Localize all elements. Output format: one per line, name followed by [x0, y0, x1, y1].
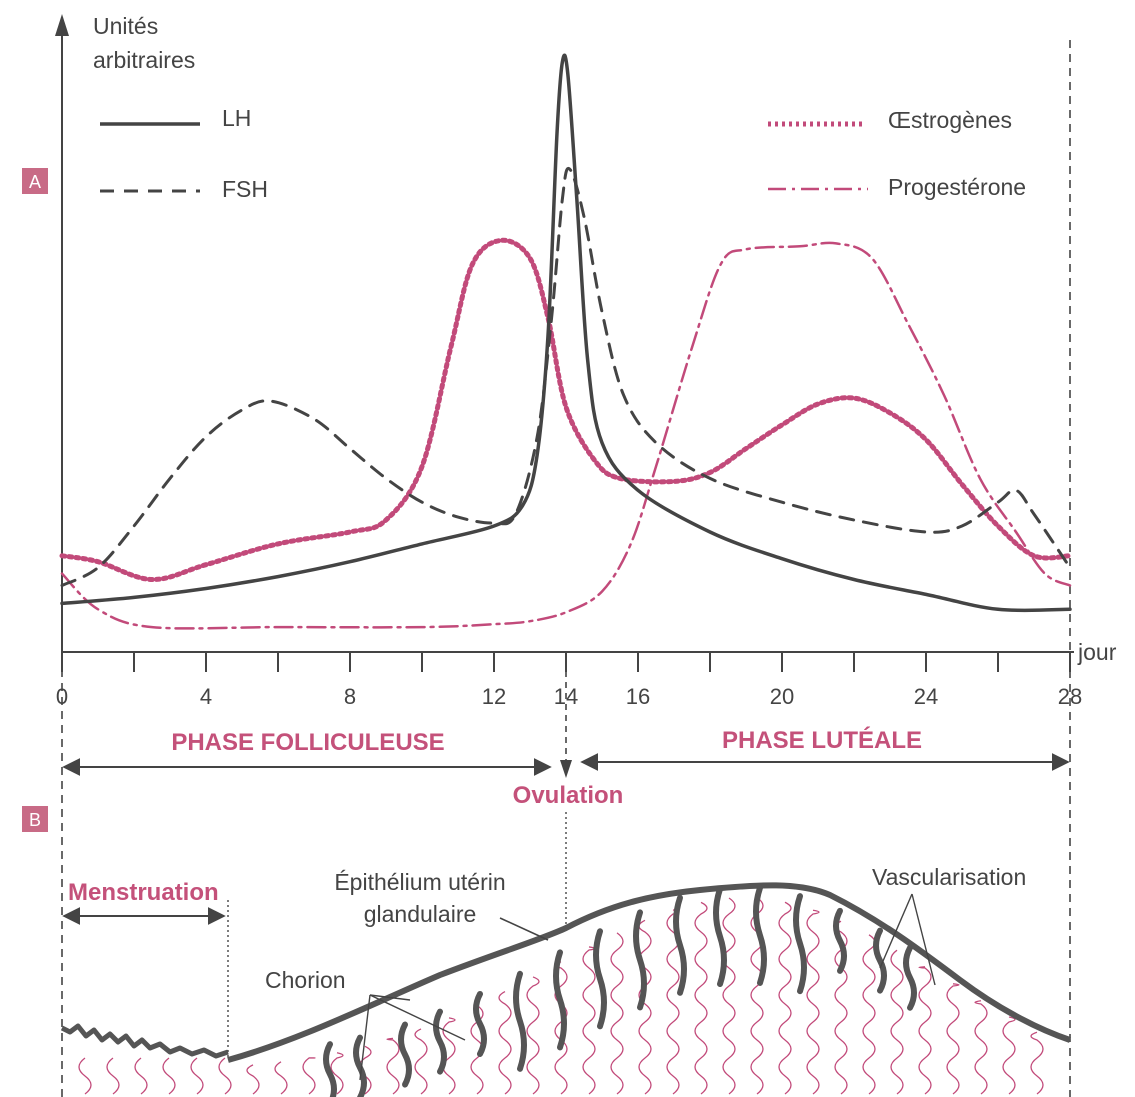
legend-progesterone-label: Progestérone — [888, 174, 1026, 200]
vessel — [498, 991, 512, 1095]
vessel — [582, 946, 596, 1095]
chorion-pointer-3 — [359, 994, 371, 1081]
vessel — [694, 901, 708, 1095]
ovulation-arrow — [560, 760, 572, 778]
chorion-pointer-1 — [369, 994, 411, 1001]
gland — [433, 1008, 447, 1075]
vessel — [190, 1057, 204, 1095]
vessel — [106, 1057, 120, 1095]
menstruation-label: Menstruation — [68, 879, 219, 906]
x-tick-label: 12 — [482, 684, 506, 709]
vessel — [1030, 1031, 1044, 1095]
phase-follicular-label: PHASE FOLLICULEUSE — [171, 729, 444, 756]
epithelium-pointer — [499, 917, 549, 941]
panel-a-tag: A — [22, 168, 48, 194]
y-axis-label-line2: arbitraires — [93, 47, 195, 73]
gland — [793, 893, 807, 995]
x-ticks — [61, 652, 1071, 672]
uterine-glands — [323, 884, 917, 1097]
series-line-solid — [60, 53, 1072, 613]
gland — [753, 884, 767, 986]
gland — [903, 944, 917, 1011]
phase-luteal-label: PHASE LUTÉALE — [722, 726, 922, 754]
vessel — [918, 966, 932, 1095]
y-axis-arrow — [55, 14, 69, 36]
x-tick-labels: 0 4 8 12 14 16 20 24 28 — [56, 684, 1082, 709]
vessel — [1002, 1016, 1016, 1095]
legend: LH FSH Œstrogènes Progestérone — [100, 105, 1026, 202]
x-tick-label: 8 — [344, 684, 356, 709]
shed-endometrium-surface — [60, 1023, 229, 1059]
vessel — [274, 1061, 288, 1095]
vessel — [526, 976, 540, 1095]
vessel — [386, 1037, 400, 1095]
x-tick-label: 24 — [914, 684, 938, 709]
vessel — [778, 901, 792, 1095]
epithelium-surface — [227, 882, 1071, 1063]
vessel — [666, 909, 680, 1095]
gland — [833, 907, 847, 974]
vessel — [414, 1028, 428, 1095]
panel-b-letter: B — [29, 810, 41, 830]
series-layer — [59, 53, 1073, 630]
vessel — [750, 897, 764, 1095]
gland — [673, 894, 687, 996]
gland — [353, 1034, 367, 1097]
series-line-dashed — [60, 166, 1072, 587]
vessel — [862, 934, 876, 1095]
y-axis-label-line1: Unités — [93, 13, 158, 39]
gland — [398, 1021, 412, 1088]
x-tick-label: 0 — [56, 684, 68, 709]
endometrium-illustration — [60, 882, 1071, 1097]
vessel — [162, 1057, 176, 1095]
panel-b-tag: B — [22, 806, 48, 832]
legend-estrogen-label: Œstrogènes — [888, 107, 1012, 133]
panel-a-letter: A — [29, 172, 41, 192]
x-tick-label: 4 — [200, 684, 212, 709]
vascularisation-pointer-2 — [911, 893, 936, 986]
gland — [323, 1041, 337, 1097]
epithelium-label-line2: glandulaire — [364, 901, 477, 927]
x-tick-label: 28 — [1058, 684, 1082, 709]
vessel — [218, 1057, 232, 1095]
gland — [633, 909, 647, 1011]
vessel — [302, 1057, 316, 1095]
vessel — [610, 932, 624, 1095]
legend-fsh-label: FSH — [222, 176, 268, 202]
vessel — [134, 1057, 148, 1095]
gland — [553, 949, 567, 1051]
vessel — [246, 1064, 260, 1095]
vascularisation-pointer-1 — [879, 893, 913, 969]
x-tick-label: 16 — [626, 684, 650, 709]
vessel — [890, 949, 904, 1095]
ovulation-label: Ovulation — [513, 782, 624, 809]
series-line-dotted — [59, 237, 1073, 583]
vessel — [834, 920, 848, 1095]
vessel — [806, 909, 820, 1095]
vessel — [974, 1000, 988, 1095]
gland — [513, 970, 527, 1072]
gland — [593, 928, 607, 1030]
gland — [873, 927, 887, 994]
x-axis-label: jour — [1077, 639, 1117, 665]
epithelium-label-line1: Épithélium utérin — [334, 869, 505, 895]
vessel — [722, 897, 736, 1095]
chorion-pointer-2 — [369, 994, 466, 1041]
vessel — [330, 1052, 344, 1095]
vessel — [78, 1057, 92, 1095]
legend-lh-label: LH — [222, 105, 251, 131]
chorion-label: Chorion — [265, 967, 346, 993]
x-tick-label: 20 — [770, 684, 794, 709]
vessel — [442, 1017, 456, 1095]
vascularisation-label: Vascularisation — [872, 864, 1026, 890]
gland — [713, 886, 727, 988]
series-line-dashdot — [60, 241, 1072, 630]
gland — [473, 990, 487, 1057]
vessel — [946, 983, 960, 1095]
vessel — [638, 919, 652, 1095]
